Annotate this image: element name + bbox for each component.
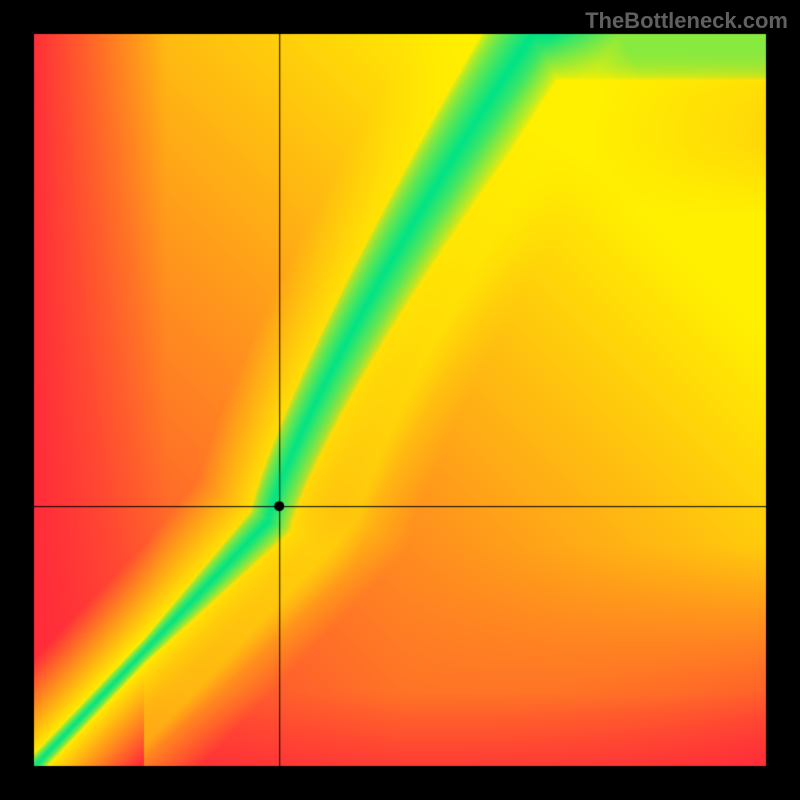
- watermark-text: TheBottleneck.com: [585, 8, 788, 34]
- heatmap-canvas: [0, 0, 800, 800]
- chart-container: TheBottleneck.com: [0, 0, 800, 800]
